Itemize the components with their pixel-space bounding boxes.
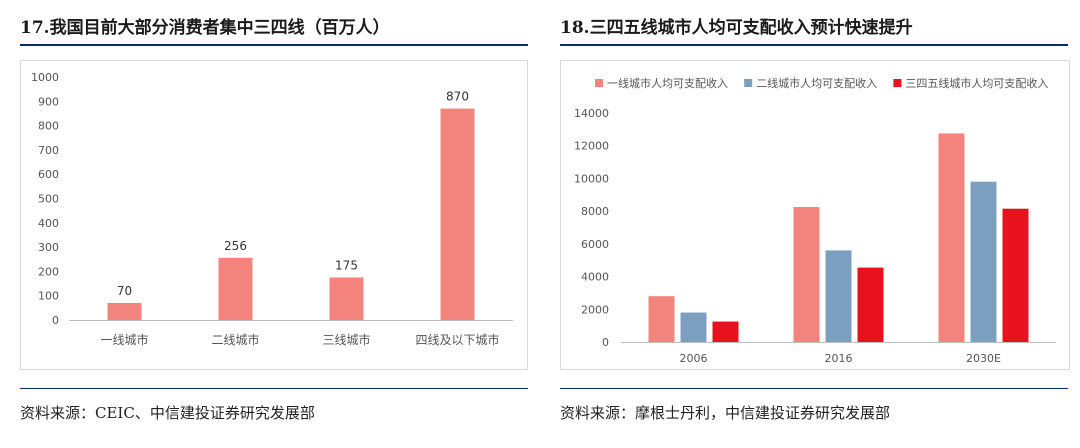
legend-swatch xyxy=(893,79,902,87)
y-tick-label: 600 xyxy=(38,168,59,181)
x-tick-label: 2016 xyxy=(825,352,853,365)
legend-swatch xyxy=(595,79,603,87)
y-tick-label: 300 xyxy=(38,241,59,254)
legend-swatch xyxy=(744,79,753,87)
y-tick-label: 4000 xyxy=(581,271,609,284)
data-label: 870 xyxy=(446,90,469,104)
x-tick-label: 二线城市 xyxy=(211,332,259,347)
bar xyxy=(218,257,253,320)
y-tick-label: 0 xyxy=(52,314,59,327)
bar xyxy=(329,277,364,320)
title-rule xyxy=(560,44,1068,46)
bar xyxy=(857,267,884,342)
data-label: 256 xyxy=(224,239,247,253)
x-tick-label: 四线及以下城市 xyxy=(415,332,499,347)
y-tick-label: 900 xyxy=(38,95,59,108)
y-tick-label: 700 xyxy=(38,144,59,157)
consumer-distribution-chart: 0 100 200 300 400 500 600 700 800 900 1000 70 一线城市 25… xyxy=(31,71,513,347)
x-tick-label: 2006 xyxy=(680,352,708,365)
x-tick-label: 一线城市 xyxy=(100,332,148,347)
legend-label: 一线城市人均可支配收入 xyxy=(607,76,728,90)
chart-title: 18.三四五线城市人均可支配收入预计快速提升 xyxy=(560,18,913,38)
y-tick-label: 10000 xyxy=(574,172,609,185)
y-tick-label: 12000 xyxy=(574,140,609,153)
legend-label: 三四五线城市人均可支配收入 xyxy=(905,76,1048,90)
y-tick-label: 2000 xyxy=(581,303,609,316)
y-tick-label: 1000 xyxy=(31,71,59,84)
chart-frame: 0 100 200 300 400 500 600 700 800 900 1000 70 一线城市 25… xyxy=(20,60,528,370)
y-tick-label: 0 xyxy=(602,336,609,349)
bar xyxy=(440,108,475,320)
bar xyxy=(107,302,142,320)
bar xyxy=(825,250,852,342)
bar xyxy=(938,133,965,342)
x-tick-label: 三线城市 xyxy=(322,332,370,347)
legend-label: 二线城市人均可支配收入 xyxy=(756,76,877,90)
y-tick-label: 14000 xyxy=(574,107,609,120)
data-label: 70 xyxy=(117,284,132,298)
data-label: 175 xyxy=(335,258,358,272)
y-tick-label: 500 xyxy=(38,193,59,206)
source-rule xyxy=(560,388,1068,389)
y-tick-label: 200 xyxy=(38,265,59,278)
right-panel: 18.三四五线城市人均可支配收入预计快速提升 0 2000 4000 6000 8000… xyxy=(548,0,1080,448)
y-tick-label: 800 xyxy=(38,120,59,133)
left-panel: 17.我国目前大部分消费者集中三四线（百万人） 0 100 200 300 400 500… xyxy=(0,0,530,448)
source-note: 资料来源：摩根士丹利，中信建投证券研究发展部 xyxy=(560,404,891,422)
bar xyxy=(712,321,739,342)
bar xyxy=(648,296,675,342)
y-tick-label: 400 xyxy=(38,217,59,230)
chart-frame: 0 2000 4000 6000 8000 10000 12000 14000 一线城市人均可支… xyxy=(560,60,1070,370)
y-tick-label: 6000 xyxy=(581,238,609,251)
income-growth-chart: 0 2000 4000 6000 8000 10000 12000 14000 一线城市人均可支… xyxy=(574,76,1056,365)
bar xyxy=(680,312,707,342)
title-rule xyxy=(20,44,528,46)
bar xyxy=(1002,208,1029,342)
y-tick-label: 100 xyxy=(38,290,59,303)
source-note: 资料来源：CEIC、中信建投证券研究发展部 xyxy=(20,404,315,422)
chart-title: 17.我国目前大部分消费者集中三四线（百万人） xyxy=(20,18,390,38)
x-tick-label: 2030E xyxy=(966,352,1001,365)
bar xyxy=(970,181,997,342)
source-rule xyxy=(20,388,528,389)
bar xyxy=(793,207,820,342)
y-tick-label: 8000 xyxy=(581,205,609,218)
